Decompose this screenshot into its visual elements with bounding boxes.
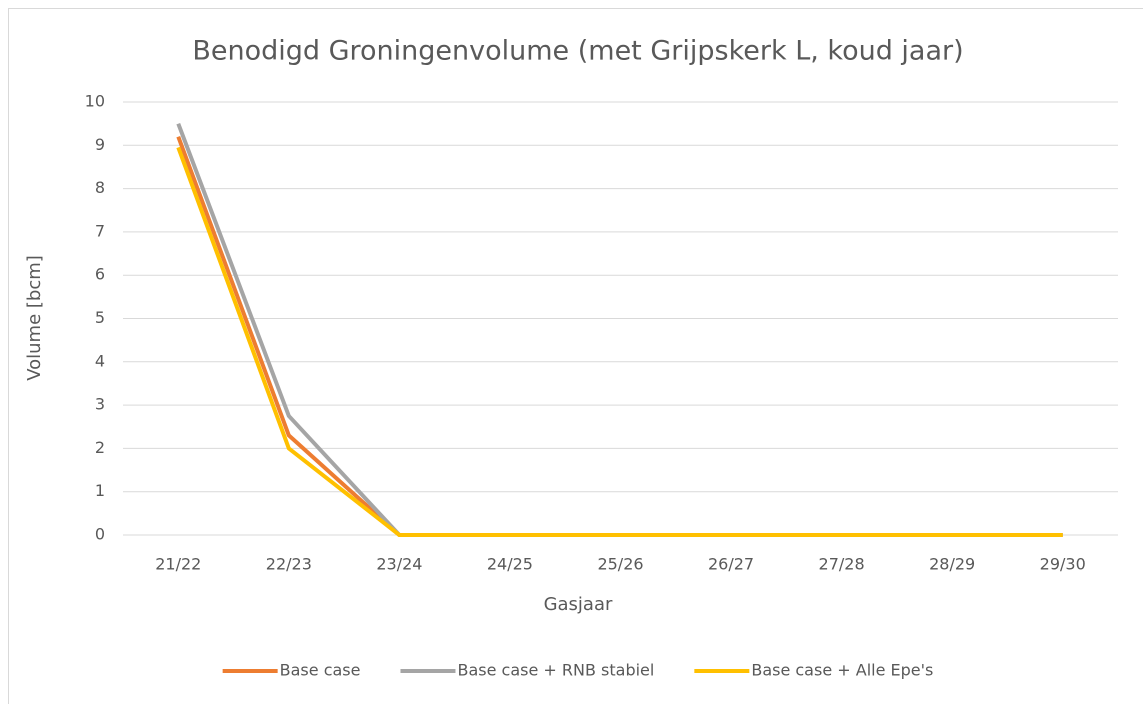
x-tick-label: 21/22 — [155, 555, 201, 574]
y-axis-label: Volume [bcm] — [24, 255, 45, 381]
y-tick-label: 5 — [95, 308, 105, 327]
y-tick-label: 4 — [95, 351, 105, 370]
y-tick-label: 6 — [95, 265, 105, 284]
y-tick-label: 3 — [95, 395, 105, 414]
chart-title: Benodigd Groningenvolume (met Grijpskerk… — [192, 36, 963, 67]
legend-label: Base case + RNB stabiel — [457, 661, 654, 680]
y-tick-label: 8 — [95, 178, 105, 197]
data-line — [176, 146, 1063, 537]
y-tick-label: 2 — [95, 438, 105, 457]
legend: Base case Base case + RNB stabiel Base cas… — [222, 661, 933, 680]
legend-label: Base case + Alle Epe's — [751, 661, 933, 680]
x-tick-label: 27/28 — [819, 555, 865, 574]
y-tick-label: 0 — [95, 525, 105, 544]
x-tick-label: 23/24 — [376, 555, 422, 574]
x-tick-label: 24/25 — [487, 555, 533, 574]
legend-label: Base case — [280, 661, 361, 680]
x-tick-label: 25/26 — [597, 555, 643, 574]
x-tick-label: 22/23 — [266, 555, 312, 574]
x-tick-label: 28/29 — [929, 555, 975, 574]
y-tick-label: 9 — [95, 135, 105, 154]
x-tick-label: 29/30 — [1040, 555, 1086, 574]
y-tick-label: 7 — [95, 221, 105, 240]
x-tick-label: 26/27 — [708, 555, 754, 574]
y-tick-label: 1 — [95, 481, 105, 500]
y-tick-label: 10 — [85, 92, 105, 111]
chart-border — [8, 8, 1143, 704]
x-axis-label: Gasjaar — [544, 594, 613, 615]
